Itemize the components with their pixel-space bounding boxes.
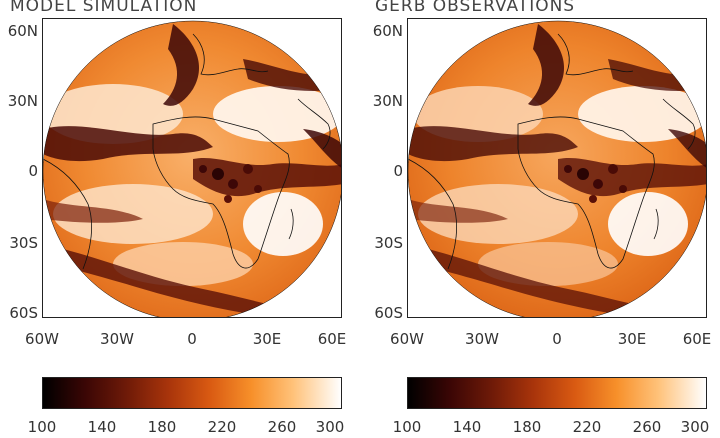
olr-map <box>407 18 707 318</box>
panel-model-simulation: MODEL SIMULATION <box>0 0 347 438</box>
lat-label-30n: 30N <box>7 92 38 110</box>
lat-label-30s: 30S <box>374 234 403 252</box>
lon-label-60w: 60W <box>390 330 424 348</box>
lon-label-30w: 30W <box>465 330 499 348</box>
lat-label-30s: 30S <box>9 234 38 252</box>
colorbar <box>42 377 342 409</box>
lon-label-60e: 60E <box>317 330 347 348</box>
colorbar-tick: 180 <box>512 418 542 436</box>
lon-label-60w: 60W <box>25 330 59 348</box>
olr-map <box>42 18 342 318</box>
lat-label-60n: 60N <box>372 22 403 40</box>
lon-label-0: 0 <box>552 330 562 348</box>
lon-label-0: 0 <box>187 330 197 348</box>
lon-label-30e: 30E <box>252 330 282 348</box>
lat-label-0: 0 <box>393 162 403 180</box>
lon-label-60e: 60E <box>682 330 712 348</box>
lat-label-60s: 60S <box>374 304 403 322</box>
colorbar-tick: 220 <box>207 418 237 436</box>
colorbar-tick: 100 <box>392 418 422 436</box>
panel-gerb-observations: GERB OBSERVATIONS <box>365 0 712 438</box>
colorbar-tick: 140 <box>87 418 117 436</box>
colorbar-tick: 180 <box>147 418 177 436</box>
lat-label-0: 0 <box>28 162 38 180</box>
colorbar <box>407 377 707 409</box>
lat-label-60n: 60N <box>7 22 38 40</box>
colorbar-tick: 220 <box>572 418 602 436</box>
lat-label-30n: 30N <box>372 92 403 110</box>
colorbar-tick: 260 <box>632 418 662 436</box>
colorbar-tick: 140 <box>452 418 482 436</box>
colorbar-tick: 300 <box>315 418 345 436</box>
lon-label-30e: 30E <box>617 330 647 348</box>
lat-label-60s: 60S <box>9 304 38 322</box>
colorbar-tick: 260 <box>267 418 297 436</box>
earth-disk-image <box>43 20 341 317</box>
colorbar-tick: 300 <box>680 418 710 436</box>
colorbar-tick: 100 <box>27 418 57 436</box>
panel-title: MODEL SIMULATION <box>10 0 198 16</box>
earth-disk-image <box>408 20 706 317</box>
panel-title: GERB OBSERVATIONS <box>375 0 576 16</box>
lon-label-30w: 30W <box>100 330 134 348</box>
